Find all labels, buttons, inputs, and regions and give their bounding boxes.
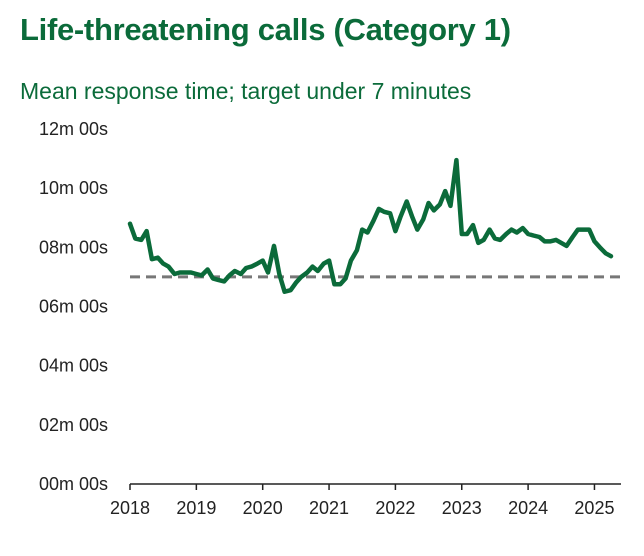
- y-tick-label: 08m 00s: [39, 237, 108, 257]
- y-tick-label: 02m 00s: [39, 415, 108, 435]
- x-axis-ticks: 2018 2019 2020 2021 2022 2023 2024 2025: [110, 484, 614, 518]
- chart-subtitle: Mean response time; target under 7 minut…: [20, 78, 472, 104]
- x-tick-label: 2025: [574, 498, 614, 518]
- chart-title: Life-threatening calls (Category 1): [20, 12, 511, 47]
- x-tick-label: 2024: [508, 498, 548, 518]
- x-tick-label: 2020: [243, 498, 283, 518]
- x-tick-label: 2022: [375, 498, 415, 518]
- y-tick-label: 00m 00s: [39, 474, 108, 494]
- y-tick-label: 10m 00s: [39, 178, 108, 198]
- y-axis-ticks: 00m 00s 02m 00s 04m 00s 06m 00s 08m 00s 10m 0…: [39, 119, 108, 494]
- x-tick-label: 2019: [176, 498, 216, 518]
- y-tick-label: 06m 00s: [39, 297, 108, 317]
- x-tick-label: 2021: [309, 498, 349, 518]
- x-tick-label: 2018: [110, 498, 150, 518]
- y-tick-label: 12m 00s: [39, 119, 108, 139]
- y-tick-label: 04m 00s: [39, 356, 108, 376]
- x-tick-label: 2023: [442, 498, 482, 518]
- series-line: [127, 157, 614, 294]
